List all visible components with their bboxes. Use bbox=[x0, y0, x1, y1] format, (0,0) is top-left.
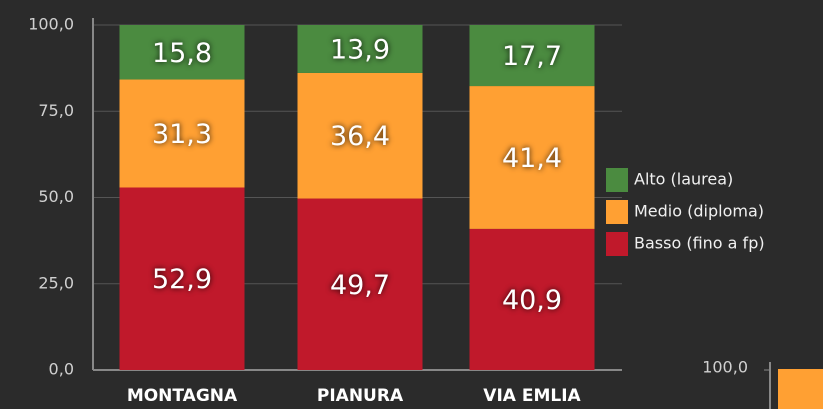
bar-segment bbox=[119, 25, 245, 80]
x-tick-label: MONTAGNA bbox=[127, 386, 238, 406]
legend-swatch bbox=[606, 168, 628, 192]
bar-segment bbox=[469, 228, 595, 370]
data-label: 36,4 bbox=[330, 121, 390, 152]
legend-swatch bbox=[606, 232, 628, 256]
legend-swatch bbox=[606, 200, 628, 224]
bar-segment bbox=[469, 25, 595, 87]
partial-bar bbox=[778, 369, 823, 409]
legend-label: Basso (fino a fp) bbox=[634, 234, 765, 253]
data-label: 15,8 bbox=[152, 38, 212, 69]
y-tick-label: 50,0 bbox=[38, 187, 74, 206]
data-label: 52,9 bbox=[152, 264, 212, 295]
bar-segment bbox=[297, 25, 423, 73]
legend-label: Medio (diploma) bbox=[634, 202, 764, 221]
y-tick-label: 25,0 bbox=[38, 273, 74, 292]
y-tick-label: 100,0 bbox=[702, 358, 748, 377]
bar-segment bbox=[297, 198, 423, 370]
data-label: 40,9 bbox=[502, 285, 562, 316]
data-label: 49,7 bbox=[330, 270, 390, 301]
bar-segment bbox=[119, 79, 245, 188]
x-tick-label: VIA EMLIA bbox=[483, 386, 581, 406]
legend-label: Alto (laurea) bbox=[634, 170, 733, 189]
data-label: 13,9 bbox=[330, 34, 390, 65]
y-tick-label: 75,0 bbox=[38, 101, 74, 120]
bar-segment bbox=[469, 86, 595, 229]
y-tick-label: 0,0 bbox=[49, 360, 74, 379]
data-label: 31,3 bbox=[152, 119, 212, 150]
x-tick-label: PIANURA bbox=[317, 386, 404, 406]
y-tick-label: 100,0 bbox=[28, 15, 74, 34]
data-label: 41,4 bbox=[502, 143, 562, 174]
bar-segment bbox=[297, 72, 423, 199]
bar-segment bbox=[119, 187, 245, 370]
data-label: 17,7 bbox=[502, 41, 562, 72]
